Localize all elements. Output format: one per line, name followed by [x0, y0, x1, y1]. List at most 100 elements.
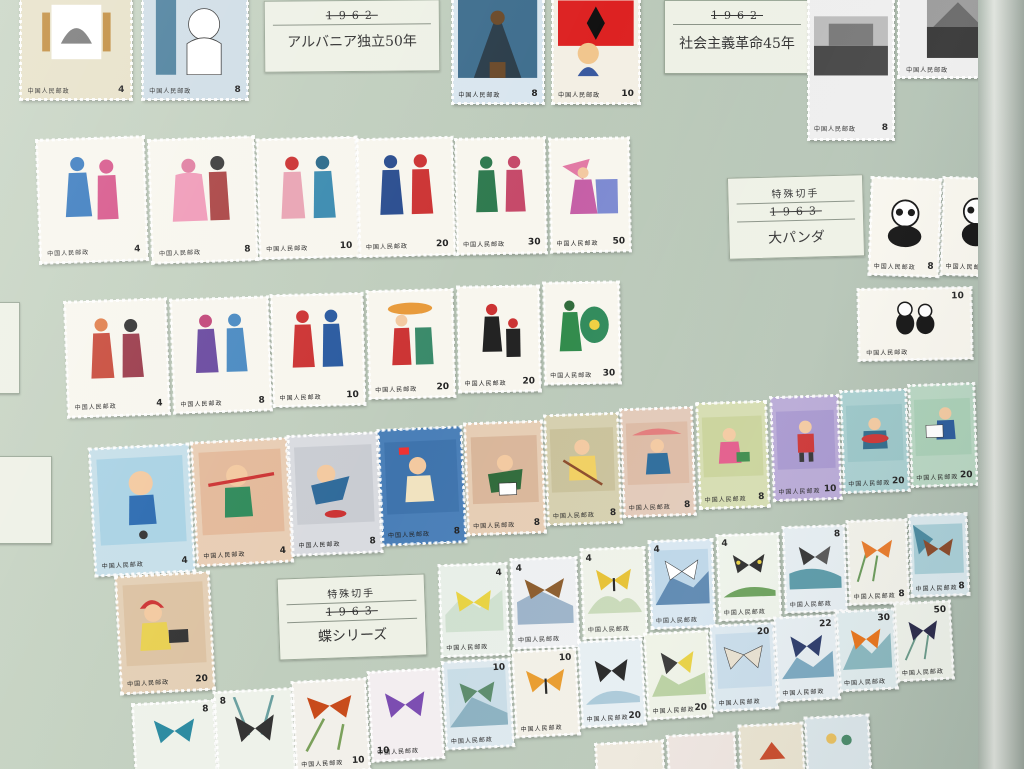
stamp-country: 中国人民邮政 [778, 487, 821, 496]
stamp: 10 中国人民邮政 [856, 285, 974, 363]
stamp-country: 中国人民邮政 [866, 349, 909, 358]
stamp: 10 中国人民邮政 [255, 135, 361, 261]
stamp: 4 中国人民邮政 [62, 297, 172, 419]
stamp-country: 中国人民邮政 [473, 521, 516, 530]
stamp: 8 中国人民邮政 [781, 523, 849, 615]
stamp [803, 713, 873, 769]
stamp: 20 中国人民邮政 [576, 637, 648, 729]
stamp [665, 731, 739, 769]
stamp-value: 20 [436, 381, 450, 393]
stamp: 8 中国人民邮政 [286, 431, 384, 557]
card-title: アルバニア独立50年 [287, 33, 417, 51]
stamp-value: 50 [933, 604, 947, 616]
stamp: 8 中国人民邮政 [376, 425, 468, 547]
stamp-value: 20 [959, 469, 973, 481]
stamp-value: 10 [823, 483, 837, 495]
stamp: 10 中国人民邮政 [269, 291, 367, 409]
stamp-country: 中国人民邮政 [47, 249, 90, 258]
stamp-country: 中国人民邮政 [126, 679, 170, 689]
stamp-country: 中国人民邮政 [906, 66, 949, 74]
stamp-country: 中国人民邮政 [652, 705, 695, 716]
stamp: 8 中国人民邮政 [130, 698, 220, 769]
stamp: 20 中国人民邮政 [907, 381, 979, 489]
stamp-country: 中国人民邮政 [556, 239, 599, 248]
stamp: 50 中国人民邮政 [892, 599, 956, 683]
stamp-country: 中国人民邮政 [814, 126, 857, 134]
stamp: 8 中国人民邮政 [169, 295, 273, 415]
stamp-country: 中国人民邮政 [586, 713, 629, 724]
stamp-country: 中国人民邮政 [718, 697, 761, 708]
stamp-country: 中国人民邮政 [298, 541, 341, 550]
stamp-value: 4 [495, 567, 502, 578]
stamp: 20 中国人民邮政 [642, 629, 714, 721]
stamp: 8 中国人民邮政 [543, 411, 623, 527]
stamp-value: 4 [118, 84, 125, 95]
stamp-value: 10 [621, 88, 634, 99]
stamp: 8 中国人民邮政 [146, 135, 260, 265]
stamp-country: 中国人民邮政 [520, 723, 563, 734]
stamp-value: 8 [881, 123, 888, 134]
label-card-revolution: 1962 社会主義革命45年 [664, 0, 810, 74]
stamp-country: 中国人民邮政 [587, 625, 631, 635]
stamp-value: 10 [346, 389, 359, 400]
stamp-country: 中国人民邮政 [266, 245, 309, 254]
stamp: 8 中国人民邮政 [807, 0, 895, 141]
stamp-country: 中国人民邮政 [158, 249, 202, 258]
stamp-country: 中国人民邮政 [704, 495, 747, 504]
stamp-country: 中国人民邮政 [27, 87, 70, 95]
label-card-panda: 特殊切手 1963 大パンダ [726, 174, 866, 260]
stamp-value: 8 [833, 529, 841, 540]
stamp-country: 中国人民邮政 [518, 635, 561, 645]
stamp: 10 中国人民邮政 [366, 667, 446, 763]
stamp: 4 中国人民邮政 [34, 135, 150, 265]
stamp-country: 中国人民邮政 [915, 584, 958, 593]
stamp-value: 30 [602, 368, 616, 379]
stamp-country: 中国人民邮政 [843, 677, 887, 688]
stamp: 8 中国人民邮政 [867, 175, 943, 279]
stamp-country: 中国人民邮政 [723, 608, 766, 617]
stamp-value: 4 [181, 555, 189, 566]
stamp: 10 中国人民邮政 [551, 0, 641, 105]
stamp-value: 8 [453, 526, 461, 538]
stamp-value: 8 [201, 704, 209, 715]
stamp-country: 中国人民邮政 [916, 473, 959, 482]
stamp-country: 中国人民邮政 [628, 503, 671, 512]
stamp: 20 中国人民邮政 [355, 135, 457, 259]
stamp-value: 8 [898, 588, 905, 600]
stamp-value: 4 [653, 545, 660, 556]
frame-edge [978, 0, 1024, 769]
stamp-country: 中国人民邮政 [387, 531, 431, 540]
stamp: 30 中国人民邮政 [834, 607, 900, 693]
label-card-partial [0, 302, 20, 394]
stamp: 4 中国人民邮政 [647, 537, 717, 631]
card-year: 1963 [769, 204, 823, 219]
stamp-country: 中国人民邮政 [901, 667, 945, 678]
stamp-country: 中国人民邮政 [149, 87, 192, 95]
stamp-value: 4 [133, 244, 141, 255]
stamp-country: 中国人民邮政 [853, 592, 896, 601]
card-header: 特殊切手 [771, 188, 820, 201]
stamp-country: 中国人民邮政 [873, 263, 916, 272]
stamp-value: 50 [612, 235, 626, 247]
stamp: 10 中国人民邮政 [510, 647, 582, 739]
stamp-value: 20 [891, 475, 905, 487]
stamp-country: 中国人民邮政 [458, 91, 501, 99]
stamp-value: 10 [558, 652, 572, 664]
stamp-value: 20 [756, 626, 770, 638]
stamp-value: 8 [244, 244, 251, 255]
stamp-country: 中国人民邮政 [376, 747, 420, 758]
stamp-country: 中国人民邮政 [279, 393, 322, 402]
stamp-country: 中国人民邮政 [848, 479, 891, 488]
stamp: 8 中国人民邮政 [907, 511, 971, 599]
stamp: 20 中国人民邮政 [839, 387, 911, 495]
stamp-value: 8 [927, 261, 934, 273]
stamp-value: 20 [435, 239, 449, 250]
stamp-value: 10 [951, 290, 964, 302]
stamp: 22 中国人民邮政 [772, 613, 842, 703]
stamp: 10 中国人民邮政 [290, 677, 372, 769]
stamp-country: 中国人民邮政 [375, 385, 418, 394]
stamp: 8 中国人民邮政 [212, 686, 298, 769]
card-year: 1962 [711, 9, 763, 22]
stamp: 8 中国人民邮政 [619, 405, 697, 519]
stamp-value: 10 [492, 662, 506, 674]
